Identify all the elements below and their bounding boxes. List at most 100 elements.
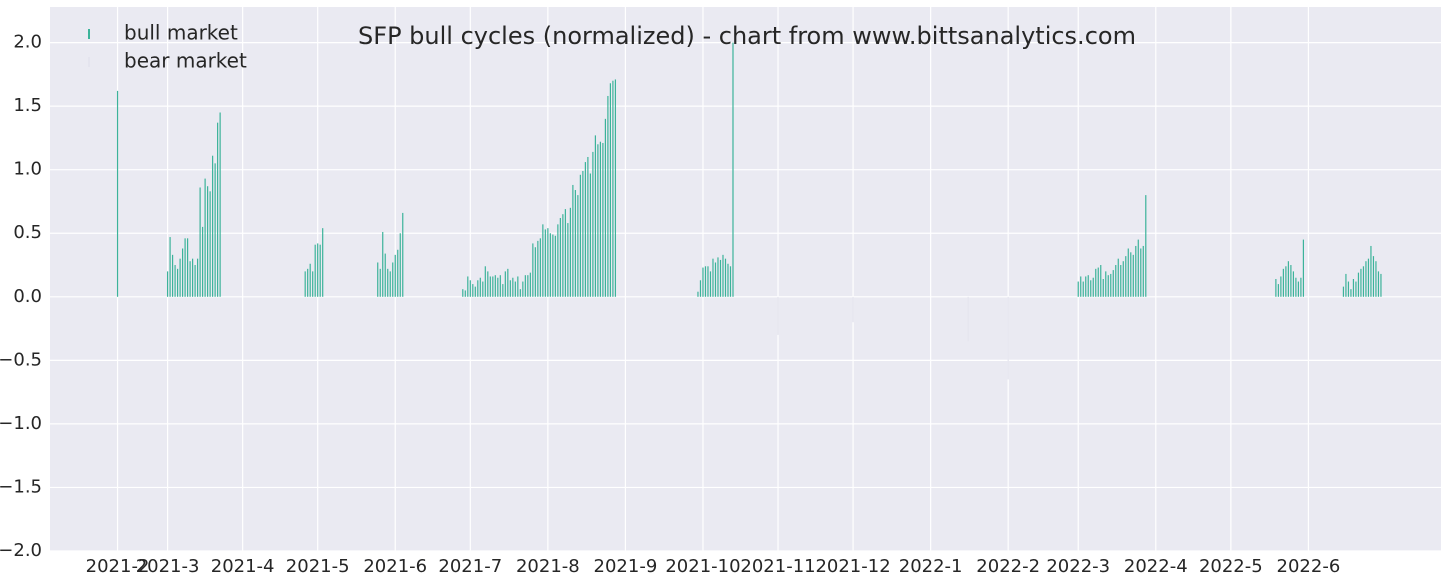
- bar: [1377, 271, 1380, 297]
- bar: [379, 268, 381, 297]
- bar: [1280, 276, 1282, 297]
- y-tick-label: 1.0: [13, 159, 42, 180]
- bar: [582, 170, 584, 297]
- bar: [1097, 267, 1099, 297]
- bar: [1105, 271, 1107, 297]
- bar: [1302, 239, 1305, 297]
- bar: [532, 243, 534, 297]
- bar: [537, 240, 539, 297]
- bar: [727, 263, 729, 297]
- bar: [1370, 245, 1372, 297]
- x-tick-label: 2021-10: [665, 556, 740, 577]
- bar: [524, 275, 526, 297]
- x-tick-label: 2021-3: [136, 556, 200, 577]
- bar: [477, 280, 479, 297]
- x-tick-label: 2021-4: [211, 556, 275, 577]
- bar: [1112, 270, 1114, 297]
- bar: [1115, 265, 1117, 297]
- bar: [186, 238, 189, 297]
- bar: [1355, 281, 1357, 297]
- bar: [1140, 248, 1142, 297]
- bar: [212, 155, 214, 297]
- bar: [574, 190, 576, 297]
- bar: [1347, 281, 1350, 297]
- bar: [567, 223, 569, 297]
- bar: [1122, 261, 1124, 297]
- bar: [1285, 266, 1287, 297]
- bar: [209, 191, 211, 297]
- bar: [589, 173, 591, 297]
- bar: [482, 281, 484, 297]
- x-tick-label: 2021-2: [86, 556, 150, 577]
- x-tick-label: 2022-4: [1124, 556, 1188, 577]
- bar: [717, 257, 719, 297]
- bar: [184, 238, 186, 297]
- bar: [707, 266, 709, 297]
- bar: [1132, 254, 1134, 297]
- bar: [602, 143, 604, 297]
- bar: [1142, 245, 1144, 297]
- bar: [194, 265, 196, 297]
- bar: [1360, 268, 1362, 297]
- bar: [1345, 273, 1347, 297]
- bar: [777, 296, 779, 335]
- bar: [517, 276, 519, 297]
- legend-marker: [88, 29, 90, 39]
- bar: [597, 144, 599, 297]
- bar: [377, 262, 379, 297]
- y-tick-label: −2.0: [0, 540, 42, 561]
- bar: [479, 277, 481, 297]
- legend-marker: [88, 57, 90, 67]
- bar: [852, 296, 854, 323]
- bar: [1350, 289, 1352, 297]
- bar: [697, 291, 699, 297]
- bar: [322, 228, 324, 297]
- bar: [1287, 261, 1289, 297]
- bar: [384, 253, 386, 297]
- bar: [116, 90, 119, 297]
- bar: [1110, 273, 1112, 297]
- bar: [612, 80, 614, 297]
- bar: [1372, 256, 1375, 297]
- bar: [487, 271, 489, 297]
- bar: [217, 122, 219, 297]
- bar: [484, 266, 486, 297]
- bar: [494, 275, 496, 297]
- bar: [382, 231, 384, 297]
- bar: [389, 271, 391, 297]
- bar: [712, 258, 714, 297]
- bar: [544, 229, 546, 297]
- bar: [309, 263, 311, 297]
- bar: [181, 248, 184, 297]
- bar: [1080, 276, 1082, 297]
- x-tick-label: 2021-11: [740, 556, 815, 577]
- bar: [214, 163, 216, 297]
- x-tick-label: 2022-3: [1046, 556, 1110, 577]
- bar: [1102, 279, 1104, 297]
- bar: [489, 276, 491, 297]
- x-tick-label: 2022-5: [1199, 556, 1263, 577]
- bar: [1352, 279, 1355, 297]
- bar: [592, 151, 594, 297]
- plot-area: [50, 7, 1441, 551]
- bar: [467, 276, 469, 297]
- bar: [529, 272, 531, 297]
- bar: [569, 207, 571, 297]
- x-tick-label: 2022-1: [899, 556, 963, 577]
- bar: [199, 187, 201, 297]
- bar: [219, 112, 221, 297]
- labels: −2.0−1.5−1.0−0.50.00.51.01.52.02021-2202…: [0, 21, 1340, 578]
- bar: [549, 233, 551, 297]
- bar: [704, 266, 707, 297]
- bar: [1120, 265, 1122, 297]
- bar: [1300, 277, 1302, 297]
- bar: [564, 209, 566, 297]
- y-tick-label: 2.0: [13, 32, 42, 53]
- bar: [1095, 268, 1097, 297]
- legend-label: bear market: [124, 49, 247, 73]
- bar: [729, 266, 732, 297]
- bar: [1282, 268, 1284, 297]
- bar: [614, 79, 617, 297]
- bar: [1087, 275, 1089, 297]
